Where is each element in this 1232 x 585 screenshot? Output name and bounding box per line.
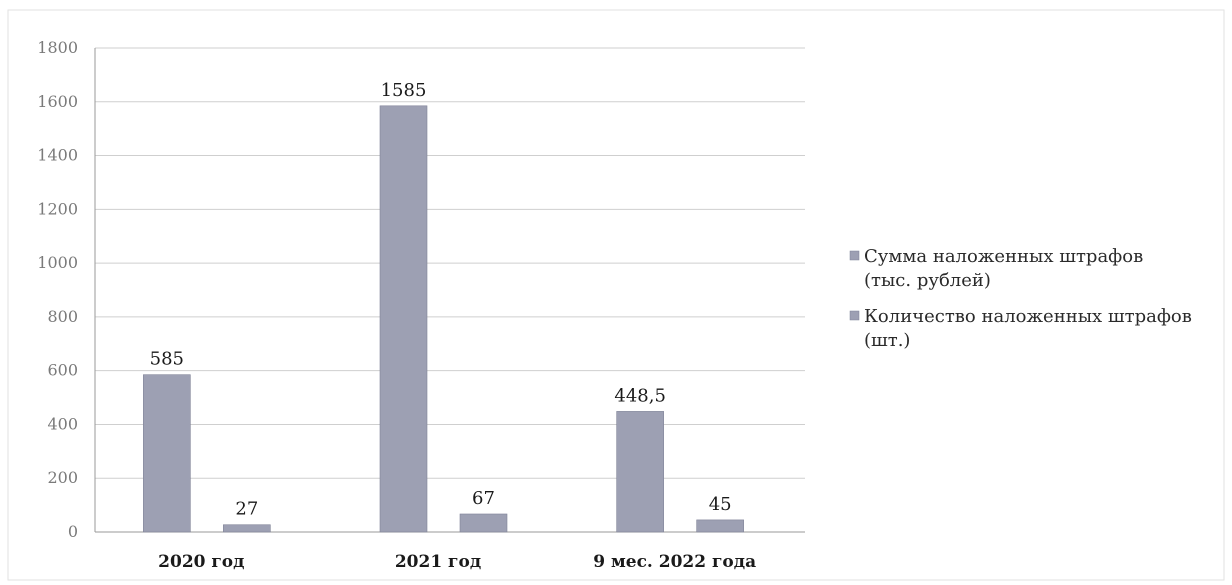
category-label: 2020 год: [158, 552, 244, 572]
bar-series-1: [616, 411, 664, 533]
x-axis-categories: 2020 год 2021 год 9 мес. 2022 года: [158, 552, 756, 572]
y-tick-label: 1000: [37, 253, 78, 272]
y-tick-label: 200: [47, 468, 78, 487]
y-axis: 0 200 400 600 800 1000 1200 1400 1600 1800: [37, 38, 96, 541]
y-tick-label: 1600: [37, 92, 78, 111]
category-label: 9 мес. 2022 года: [593, 552, 756, 572]
y-tick-label: 1200: [37, 199, 78, 218]
legend-swatch: [849, 250, 860, 261]
data-label: 1585: [381, 80, 427, 101]
data-label: 45: [709, 494, 732, 515]
y-tick-label: 1800: [37, 38, 78, 57]
legend-swatch: [849, 310, 860, 321]
data-label: 67: [472, 488, 495, 509]
legend-label: Сумма наложенных штрафов: [864, 246, 1143, 267]
bar-series-2: [696, 519, 744, 533]
y-tick-label: 600: [47, 361, 78, 380]
y-tick-label: 0: [68, 522, 78, 541]
category-label: 2021 год: [395, 552, 481, 572]
legend-label: Количество наложенных штрафов: [864, 306, 1192, 327]
bars: [143, 105, 744, 533]
bar-series-1: [143, 374, 191, 533]
legend-label: (тыс. рублей): [864, 270, 991, 291]
data-label: 585: [150, 349, 184, 370]
data-labels: 585 27 1585 67 448,5 45: [150, 80, 732, 520]
chart-border: [7, 9, 1225, 581]
y-tick-label: 400: [47, 414, 78, 433]
data-label: 27: [235, 499, 258, 520]
legend-label: (шт.): [864, 330, 910, 351]
data-label: 448,5: [614, 385, 666, 406]
bar-series-1: [379, 105, 428, 533]
gridlines: [95, 47, 805, 533]
bar-series-2: [223, 524, 271, 533]
y-tick-label: 1400: [37, 146, 78, 165]
bar-series-2: [459, 513, 508, 533]
legend: Сумма наложенных штрафов (тыс. рублей) Кол…: [849, 246, 1192, 351]
y-tick-label: 800: [47, 307, 78, 326]
